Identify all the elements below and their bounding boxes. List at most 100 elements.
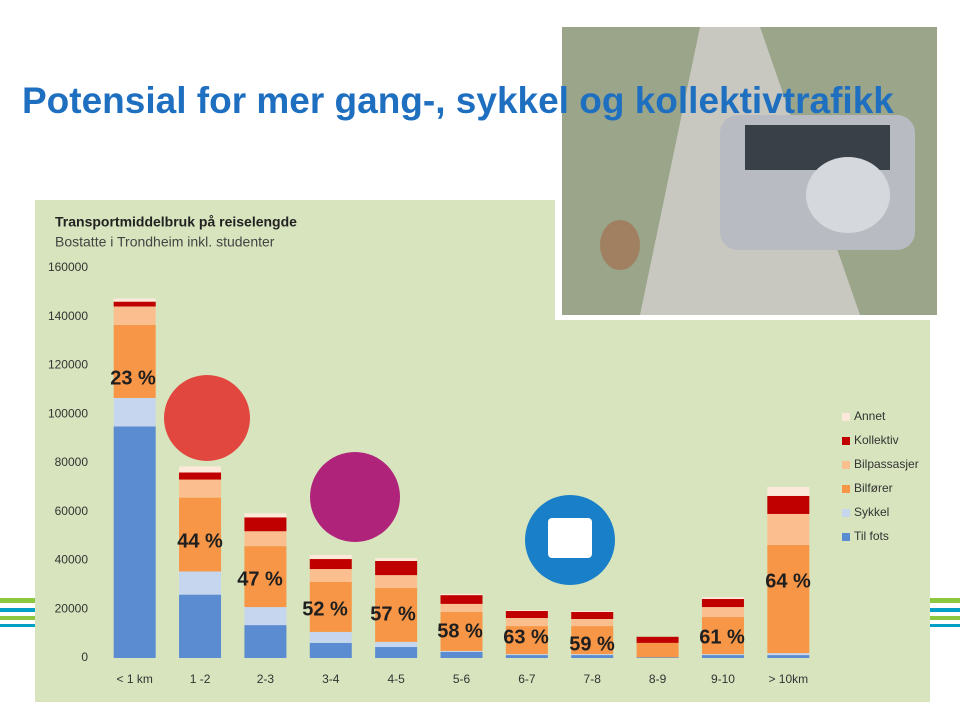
bar-segment xyxy=(701,599,744,608)
legend-label: Bilpassasjer xyxy=(854,457,919,471)
bar-segment xyxy=(244,531,287,547)
bar-segment xyxy=(113,301,156,307)
bar-segment xyxy=(375,647,418,658)
percent-annotation: 23 % xyxy=(110,367,156,389)
bar-segment xyxy=(179,472,222,480)
y-tick-label: 120000 xyxy=(48,358,88,372)
x-tick-label: 3-4 xyxy=(322,672,340,686)
x-tick-label: 1 -2 xyxy=(190,672,211,686)
bar-segment xyxy=(571,655,614,658)
bar-segment xyxy=(179,571,222,595)
bar-segment xyxy=(767,653,810,656)
bar-segment xyxy=(767,655,810,658)
bar-segment xyxy=(701,654,744,656)
bar-segment xyxy=(767,544,810,654)
legend-swatch xyxy=(842,461,850,469)
bar-segment xyxy=(440,650,483,652)
bar-segment xyxy=(113,298,156,302)
legend-swatch xyxy=(842,437,850,445)
y-tick-label: 80000 xyxy=(55,455,89,469)
bar-segment xyxy=(636,636,679,643)
bar-segment xyxy=(440,595,483,604)
bar-segment xyxy=(179,594,222,658)
legend-swatch xyxy=(842,509,850,517)
bar-segment xyxy=(571,626,614,655)
bar-segment xyxy=(505,610,548,619)
bar-segment xyxy=(571,610,614,612)
bar-segment xyxy=(636,657,679,658)
bar-segment xyxy=(179,466,222,473)
y-tick-label: 160000 xyxy=(48,260,88,274)
percent-annotation: 61 % xyxy=(699,626,745,648)
legend-swatch xyxy=(842,533,850,541)
legend-label: Bilfører xyxy=(854,481,893,495)
y-tick-label: 140000 xyxy=(48,309,88,323)
bar-segment xyxy=(113,324,156,398)
bar-segment xyxy=(179,479,222,498)
bar-segment xyxy=(309,581,352,632)
percent-annotation: 59 % xyxy=(569,633,615,655)
x-tick-label: 5-6 xyxy=(453,672,471,686)
bar-segment xyxy=(113,426,156,658)
bar-segment xyxy=(113,397,156,427)
bar-segment xyxy=(505,626,548,655)
bar-segment xyxy=(113,306,156,325)
bar-segment xyxy=(309,554,352,560)
bar-segment xyxy=(701,617,744,655)
percent-annotation: 44 % xyxy=(177,530,223,552)
bar-segment xyxy=(571,619,614,627)
bar-segment xyxy=(505,654,548,656)
bar-segment xyxy=(571,654,614,656)
legend-label: Til fots xyxy=(854,529,889,543)
legend-label: Annet xyxy=(854,409,886,423)
heading-text: Potensial for mer gang-, sykkel og kolle… xyxy=(22,80,894,121)
y-tick-label: 20000 xyxy=(55,601,89,615)
bar-segment xyxy=(505,609,548,611)
photo xyxy=(555,20,942,320)
plot: 0 20000 40000 60000 80000 100000 120000 140000 1… xyxy=(48,260,919,686)
y-tick-label: 0 xyxy=(81,650,88,664)
bar-segment xyxy=(767,513,810,545)
bar-segment xyxy=(309,569,352,582)
percent-annotation: 52 % xyxy=(302,598,348,620)
x-tick-label: 4-5 xyxy=(387,672,405,686)
bar-segment xyxy=(375,588,418,642)
bar-segment xyxy=(767,495,810,514)
legend-label: Kollektiv xyxy=(854,433,899,447)
bar-segment xyxy=(440,611,483,651)
y-tick-label: 40000 xyxy=(55,553,89,567)
y-tick-label: 60000 xyxy=(55,504,89,518)
x-tick-label: 8-9 xyxy=(649,672,667,686)
bar-segment xyxy=(244,607,287,626)
bar-segment xyxy=(440,593,483,596)
icons xyxy=(164,375,615,585)
bar-segment xyxy=(767,486,810,496)
legend-label: Sykkel xyxy=(854,505,889,519)
bar-segment xyxy=(244,546,287,608)
chart-title: Transportmiddelbruk på reiselengde xyxy=(55,214,297,230)
bar-segment xyxy=(309,642,352,658)
bar-segment xyxy=(440,651,483,658)
bar-segment xyxy=(505,618,548,627)
bar-segment xyxy=(701,597,744,600)
bar-segment xyxy=(701,655,744,658)
x-tick-label: 2-3 xyxy=(257,672,275,686)
bar-segment xyxy=(244,517,287,532)
legend-swatch xyxy=(842,413,850,421)
bar-segment xyxy=(505,655,548,658)
x-tick-label: 7-8 xyxy=(584,672,602,686)
bar-segment xyxy=(571,611,614,619)
x-tick-label: < 1 km xyxy=(117,672,153,686)
percent-annotation: 63 % xyxy=(503,626,549,648)
x-tick-label: > 10km xyxy=(768,672,808,686)
legend-swatch xyxy=(842,485,850,493)
bar-segment xyxy=(244,625,287,658)
bar-segment xyxy=(636,642,679,658)
bar-segment xyxy=(375,641,418,648)
bar-segment xyxy=(375,558,418,561)
x-tick-label: 6-7 xyxy=(518,672,536,686)
percent-annotation: 47 % xyxy=(237,568,283,590)
bar-segment xyxy=(375,560,418,576)
